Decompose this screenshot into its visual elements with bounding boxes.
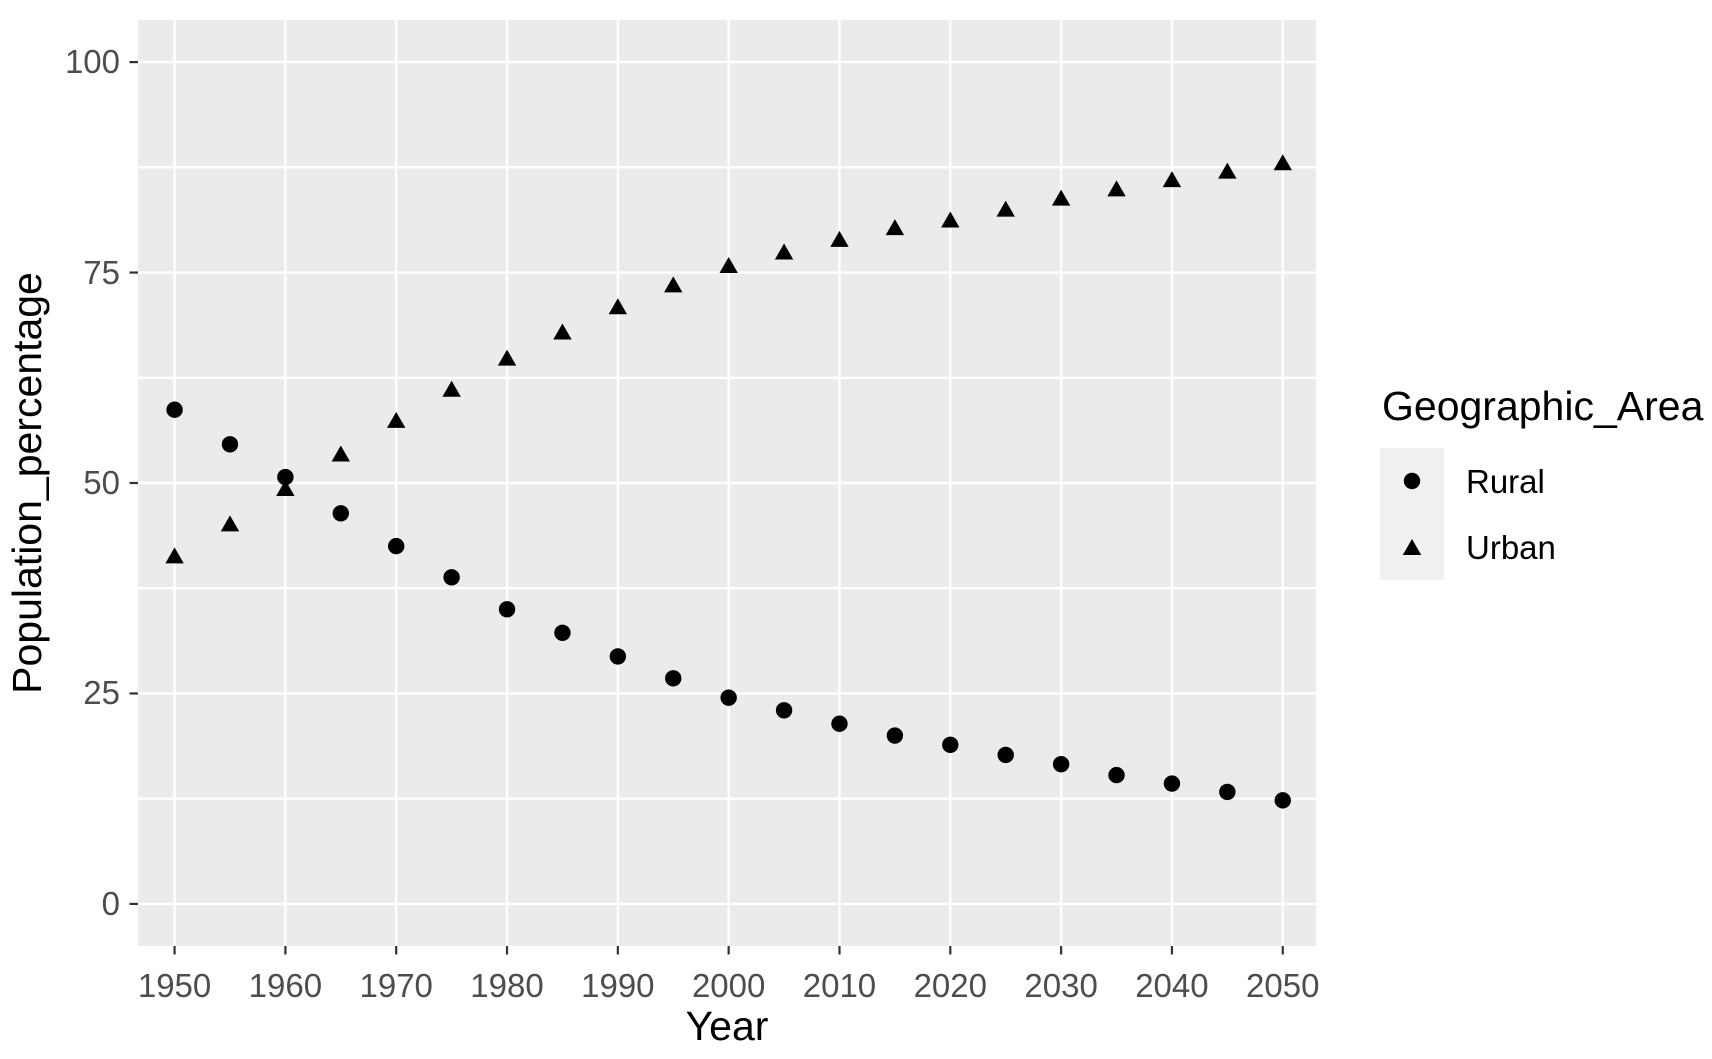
circle-marker-icon: [1403, 472, 1421, 490]
data-point-urban: [1218, 162, 1237, 179]
data-point-urban: [165, 547, 184, 564]
x-tick-label: 1990: [581, 967, 655, 1004]
x-tick-label: 2010: [802, 967, 877, 1004]
data-point-rural: [665, 670, 682, 687]
data-point-rural: [1108, 766, 1125, 784]
data-point-urban: [442, 380, 461, 397]
x-tick-label: 1960: [248, 967, 323, 1004]
y-tick-label: 0: [101, 884, 120, 922]
data-point-rural: [997, 746, 1014, 764]
y-tick-label: 25: [83, 674, 120, 712]
series-rural: [166, 401, 1291, 809]
series-urban: [165, 154, 1292, 564]
data-point-urban: [553, 323, 572, 340]
data-point-rural: [166, 401, 183, 418]
data-point-rural: [388, 537, 405, 555]
legend-label-rural: Rural: [1466, 463, 1545, 500]
y-tick-label: 75: [83, 253, 120, 291]
data-point-urban: [830, 230, 849, 247]
data-point-urban: [220, 515, 240, 532]
data-point-urban: [497, 349, 517, 366]
x-tick-label: 2020: [913, 967, 987, 1004]
data-point-urban: [1051, 189, 1071, 206]
data-point-urban: [1107, 180, 1126, 197]
data-point-rural: [886, 727, 904, 744]
data-point-rural: [1274, 792, 1291, 809]
data-point-rural: [831, 715, 848, 732]
data-point-rural: [443, 569, 460, 586]
data-point-rural: [1219, 783, 1236, 801]
data-point-urban: [664, 276, 683, 293]
x-tick-label: 1970: [359, 967, 433, 1004]
data-point-rural: [609, 648, 627, 665]
data-point-urban: [608, 298, 628, 315]
data-point-urban: [941, 211, 960, 228]
data-point-urban: [774, 243, 794, 260]
data-point-rural: [554, 624, 571, 642]
data-point-rural: [277, 468, 294, 486]
y-tick-label: 100: [64, 43, 120, 81]
x-tick-label: 1950: [137, 967, 212, 1004]
data-point-urban: [387, 411, 406, 428]
data-point-rural: [221, 436, 239, 453]
legend-title: Geographic_Area: [1382, 383, 1704, 429]
x-tick-label: 2050: [1246, 967, 1320, 1004]
data-point-urban: [276, 480, 295, 497]
data-point-urban: [719, 256, 738, 273]
data-point-urban: [996, 200, 1015, 217]
x-tick-label: 2040: [1135, 967, 1209, 1004]
data-point-urban: [331, 445, 350, 462]
data-point-rural: [1163, 775, 1181, 792]
data-point-urban: [1273, 154, 1292, 171]
legend-key-urban: [1380, 514, 1444, 580]
data-point-rural: [775, 702, 793, 719]
triangle-marker-icon: [1402, 539, 1422, 555]
x-tick-label: 1980: [470, 967, 544, 1004]
data-point-urban: [885, 219, 905, 236]
data-point-rural: [720, 689, 737, 706]
data-point-rural: [498, 601, 516, 618]
x-tick-label: 2000: [691, 967, 766, 1004]
x-axis-title: Year: [685, 1003, 769, 1049]
data-point-rural: [332, 505, 349, 522]
x-tick-label: 2030: [1024, 967, 1098, 1004]
axis-ticks: [129, 60, 1284, 955]
y-tick-label: 50: [83, 464, 120, 501]
data-point-rural: [942, 736, 959, 754]
legend-key-rural: [1380, 448, 1444, 514]
data-point-rural: [1052, 755, 1070, 773]
data-point-urban: [1162, 171, 1182, 188]
legend-label-urban: Urban: [1466, 529, 1556, 566]
